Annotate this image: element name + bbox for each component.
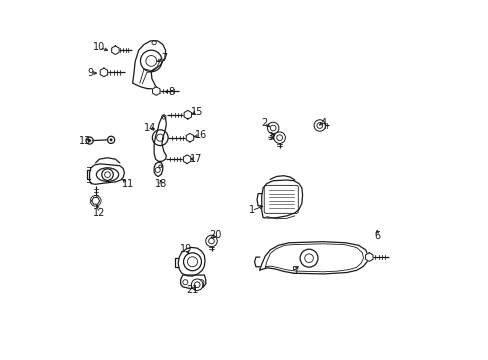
Circle shape [191,279,203,291]
Text: 14: 14 [144,123,156,133]
Circle shape [273,132,285,143]
Text: 12: 12 [93,208,105,218]
Text: 19: 19 [180,244,192,254]
Text: 13: 13 [79,136,91,145]
Polygon shape [184,111,191,119]
Text: 5: 5 [291,266,297,276]
Text: 17: 17 [189,154,202,164]
Polygon shape [111,46,119,54]
Text: 2: 2 [261,118,267,128]
Text: 11: 11 [122,179,134,189]
Circle shape [205,235,217,247]
Text: 15: 15 [191,107,203,117]
Polygon shape [183,155,190,163]
Text: 21: 21 [186,285,198,296]
Text: 18: 18 [155,179,167,189]
Polygon shape [100,68,107,77]
Text: 1: 1 [248,206,254,216]
Polygon shape [92,197,100,204]
Text: 4: 4 [320,118,326,128]
Text: 9: 9 [87,68,93,78]
Polygon shape [365,253,372,261]
Text: 10: 10 [93,42,105,52]
Polygon shape [186,134,193,142]
Polygon shape [152,87,160,95]
Circle shape [109,138,112,141]
Text: 8: 8 [167,87,174,97]
Text: 6: 6 [373,231,380,240]
Text: 7: 7 [161,53,166,63]
Text: 16: 16 [194,130,206,140]
Circle shape [267,122,278,134]
Text: 20: 20 [209,230,222,239]
Text: 3: 3 [267,132,273,142]
Circle shape [313,120,325,131]
Circle shape [88,139,91,142]
